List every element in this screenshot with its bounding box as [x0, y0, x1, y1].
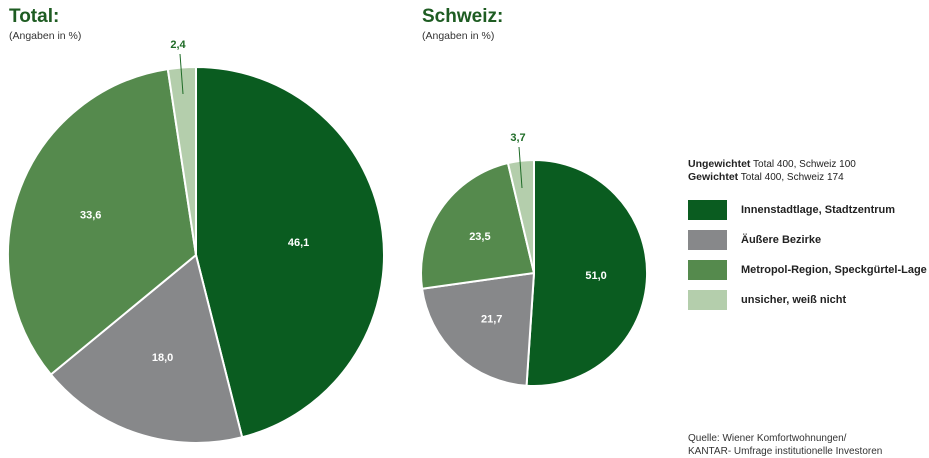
legend-item-unsicher: unsicher, weiß nicht: [688, 290, 927, 310]
data-label-total-aeussere-bezirke: 18,0: [152, 352, 173, 364]
data-label-schweiz-metropol-region: 23,5: [469, 231, 490, 243]
pie-slice-total-metropol-region: [7, 68, 197, 376]
legend-swatch-unsicher: [688, 290, 727, 310]
chart-subtitle-schweiz: (Angaben in %): [422, 30, 495, 42]
legend-swatch-innenstadt: [688, 200, 727, 220]
data-label-total-innenstadt: 46,1: [288, 237, 309, 249]
data-label-schweiz-unsicher: 3,7: [510, 132, 525, 144]
pie-slice-schweiz-metropol-region: [420, 162, 535, 290]
legend-item-innenstadt: Innenstadtlage, Stadtzentrum: [688, 200, 927, 220]
sample-info: Ungewichtet Total 400, Schweiz 100 Gewic…: [688, 158, 856, 184]
pie-slice-schweiz-unsicher: [506, 159, 535, 274]
source-line-1: Quelle: Wiener Komfortwohnungen/: [688, 433, 847, 444]
source-line-2: KANTAR- Umfrage institutionelle Investor…: [688, 446, 883, 457]
legend-label-innenstadt: Innenstadtlage, Stadtzentrum: [741, 204, 896, 216]
legend-swatch-aeussere-bezirke: [688, 230, 727, 250]
data-label-total-unsicher: 2,4: [170, 39, 186, 51]
chart-title-total: Total:: [9, 6, 60, 27]
sample-unweighted-value: Total 400, Schweiz 100: [750, 159, 856, 170]
legend-swatch-metropol-region: [688, 260, 727, 280]
pie-slice-total-unsicher: [166, 66, 197, 256]
data-label-total-metropol-region: 33,6: [80, 210, 101, 222]
legend-label-aeussere-bezirke: Äußere Bezirke: [741, 234, 822, 246]
pie-slice-schweiz-aeussere-bezirke: [421, 272, 535, 387]
legend-label-metropol-region: Metropol-Region, Speckgürtel-Lage: [741, 264, 927, 276]
legend-label-unsicher: unsicher, weiß nicht: [741, 294, 847, 306]
callout-line-total-unsicher: [179, 53, 184, 95]
pie-slice-total-aeussere-bezirke: [49, 254, 244, 444]
legend: Innenstadtlage, Stadtzentrum Äußere Bezi…: [688, 200, 927, 320]
chart-title-schweiz: Schweiz:: [422, 6, 504, 27]
pie-slice-schweiz-innenstadt: [525, 159, 649, 387]
legend-item-aeussere-bezirke: Äußere Bezirke: [688, 230, 927, 250]
data-label-schweiz-aeussere-bezirke: 21,7: [481, 314, 502, 326]
pie-slice-total-innenstadt: [195, 66, 385, 439]
chart-subtitle-total: (Angaben in %): [9, 30, 82, 42]
callout-line-schweiz-unsicher: [518, 146, 523, 189]
sample-unweighted-label: Ungewichtet: [688, 158, 751, 170]
source-note: Quelle: Wiener Komfortwohnungen/ KANTAR-…: [688, 432, 882, 458]
legend-item-metropol-region: Metropol-Region, Speckgürtel-Lage: [688, 260, 927, 280]
sample-weighted-label: Gewichtet: [688, 171, 739, 183]
data-label-schweiz-innenstadt: 51,0: [585, 270, 606, 282]
sample-weighted-value: Total 400, Schweiz 174: [738, 172, 844, 183]
